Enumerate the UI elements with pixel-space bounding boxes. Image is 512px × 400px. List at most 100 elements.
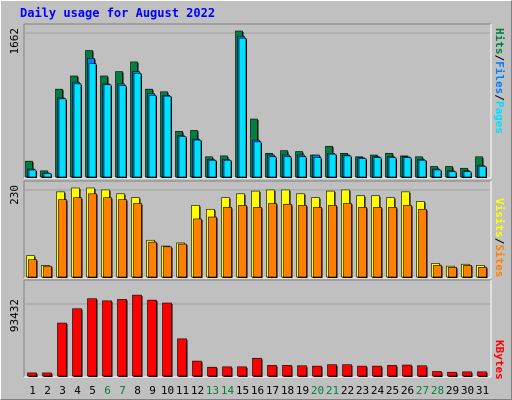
- bar-kbytes-5: [87, 298, 97, 377]
- bar-kbytes-24: [372, 365, 382, 377]
- y-max-label-1: 1662: [8, 28, 21, 55]
- bar-sites-26: [403, 205, 412, 278]
- x-tick-label-1: 1: [29, 384, 36, 397]
- bar-sites-12: [193, 218, 202, 278]
- bar-sites-6: [103, 197, 112, 278]
- bar-pages-16: [253, 141, 262, 178]
- bar-sites-15: [238, 205, 247, 278]
- bar-kbytes-2: [42, 372, 52, 377]
- x-tick-label-27: 27: [416, 384, 429, 397]
- legend-part-1-1: /: [493, 55, 506, 62]
- bar-pages-28: [433, 169, 442, 178]
- bar-sites-3: [58, 199, 67, 278]
- legend-part-1-2: Files: [493, 61, 506, 94]
- x-tick-label-15: 15: [236, 384, 249, 397]
- bar-sites-23: [358, 207, 367, 278]
- x-tick-label-19: 19: [296, 384, 309, 397]
- bar-pages-6: [103, 84, 112, 178]
- x-tick-label-11: 11: [176, 384, 189, 397]
- x-tick-label-12: 12: [191, 384, 204, 397]
- x-tick-label-22: 22: [341, 384, 354, 397]
- bar-sites-11: [178, 243, 187, 278]
- x-tick-label-21: 21: [326, 384, 339, 397]
- bar-sites-16: [253, 207, 262, 278]
- x-tick-label-26: 26: [401, 384, 414, 397]
- bar-sites-29: [448, 267, 457, 278]
- x-tick-label-18: 18: [281, 384, 294, 397]
- bar-kbytes-22: [342, 364, 352, 377]
- x-tick-label-9: 9: [149, 384, 156, 397]
- bar-pages-23: [358, 158, 367, 178]
- legend-part-3-0: KBytes: [493, 340, 506, 380]
- x-tick-label-2: 2: [44, 384, 51, 397]
- x-tick-label-8: 8: [134, 384, 141, 397]
- bar-kbytes-20: [312, 365, 322, 377]
- bar-sites-13: [208, 216, 217, 278]
- bar-pages-15: [238, 37, 247, 178]
- bar-kbytes-29: [447, 371, 457, 377]
- bar-pages-9: [148, 95, 157, 178]
- bar-pages-13: [208, 160, 217, 178]
- bar-sites-5: [88, 193, 97, 278]
- x-tick-label-29: 29: [446, 384, 459, 397]
- bar-kbytes-14: [222, 366, 232, 377]
- bar-pages-12: [193, 139, 202, 178]
- y-max-label-3: 93432: [8, 299, 21, 332]
- x-tick-label-13: 13: [206, 384, 219, 397]
- bar-kbytes-9: [147, 299, 157, 377]
- x-tick-label-4: 4: [74, 384, 81, 397]
- bar-sites-9: [148, 241, 157, 278]
- y-max-label-2: 230: [8, 185, 21, 205]
- bar-pages-20: [313, 157, 322, 178]
- bar-pages-29: [448, 171, 457, 178]
- bar-kbytes-16: [252, 357, 262, 377]
- bar-pages-10: [163, 95, 172, 178]
- bar-sites-25: [388, 207, 397, 278]
- bar-kbytes-4: [72, 308, 82, 377]
- x-tick-label-20: 20: [311, 384, 324, 397]
- chart-title: Daily usage for August 2022: [20, 6, 216, 20]
- x-tick-label-5: 5: [89, 384, 96, 397]
- bar-pages-18: [283, 156, 292, 178]
- bar-pages-11: [178, 136, 187, 178]
- bar-sites-21: [328, 205, 337, 278]
- x-tick-label-10: 10: [161, 384, 174, 397]
- bar-kbytes-23: [357, 365, 367, 377]
- x-tick-label-25: 25: [386, 384, 399, 397]
- bar-kbytes-7: [117, 299, 127, 377]
- legend-part-1-0: Hits: [493, 28, 506, 55]
- bar-pages-22: [343, 155, 352, 178]
- bar-kbytes-19: [297, 365, 307, 377]
- bar-kbytes-12: [192, 360, 202, 377]
- bar-pages-17: [268, 156, 277, 178]
- bar-pages-3: [58, 98, 67, 178]
- bar-pages-27: [418, 160, 427, 178]
- x-tick-label-24: 24: [371, 384, 385, 397]
- legend-part-1-3: /: [493, 94, 506, 101]
- bar-sites-22: [343, 203, 352, 278]
- right-legend-1: Hits/Files/Pages: [493, 28, 506, 134]
- bar-pages-26: [403, 157, 412, 178]
- bar-pages-7: [118, 85, 127, 178]
- bar-sites-30: [463, 265, 472, 278]
- legend-part-1-4: Pages: [493, 101, 506, 134]
- bar-pages-1: [28, 169, 37, 178]
- bar-sites-14: [223, 207, 232, 278]
- bar-pages-19: [298, 156, 307, 178]
- bar-pages-24: [373, 157, 382, 178]
- bar-pages-14: [223, 160, 232, 178]
- legend-part-2-1: /: [493, 238, 506, 245]
- legend-part-2-0: Visits: [493, 198, 506, 238]
- bar-sites-7: [118, 199, 127, 278]
- bar-kbytes-3: [57, 322, 67, 377]
- bar-sites-20: [313, 207, 322, 278]
- bar-kbytes-25: [387, 365, 397, 377]
- x-tick-label-6: 6: [104, 384, 111, 397]
- bar-kbytes-27: [417, 365, 427, 377]
- bar-pages-4: [73, 83, 82, 178]
- bar-kbytes-1: [27, 372, 37, 377]
- bar-sites-1: [28, 259, 37, 278]
- bar-kbytes-18: [282, 365, 292, 377]
- bar-sites-18: [283, 203, 292, 278]
